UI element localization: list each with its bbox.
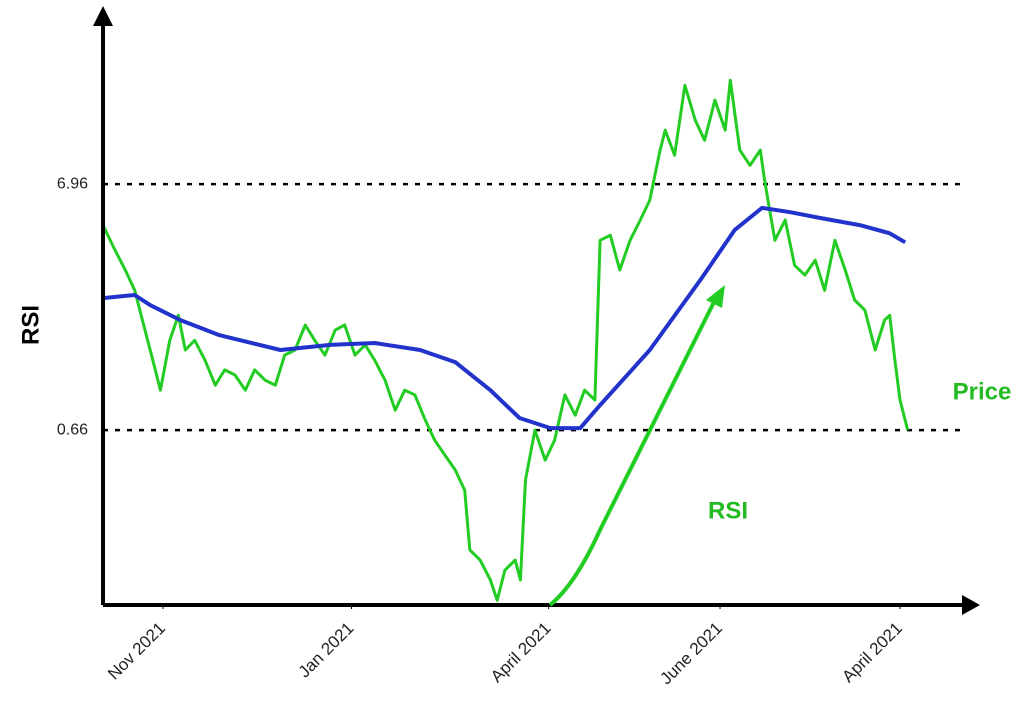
y-axis-arrow [93, 6, 113, 26]
series-line [101, 78, 910, 602]
trend-arrow [548, 299, 717, 607]
y-tick-label: 0.66 [57, 421, 88, 438]
series-line [102, 205, 907, 431]
y-axis-label: RSI [17, 305, 44, 345]
y-tick-label: 6.96 [57, 175, 88, 192]
lines [101, 78, 910, 602]
annotation: Price [953, 378, 1012, 405]
trend-arrow-head [706, 285, 725, 308]
annotation: RSI [708, 497, 748, 524]
x-axis-arrow [962, 595, 980, 615]
